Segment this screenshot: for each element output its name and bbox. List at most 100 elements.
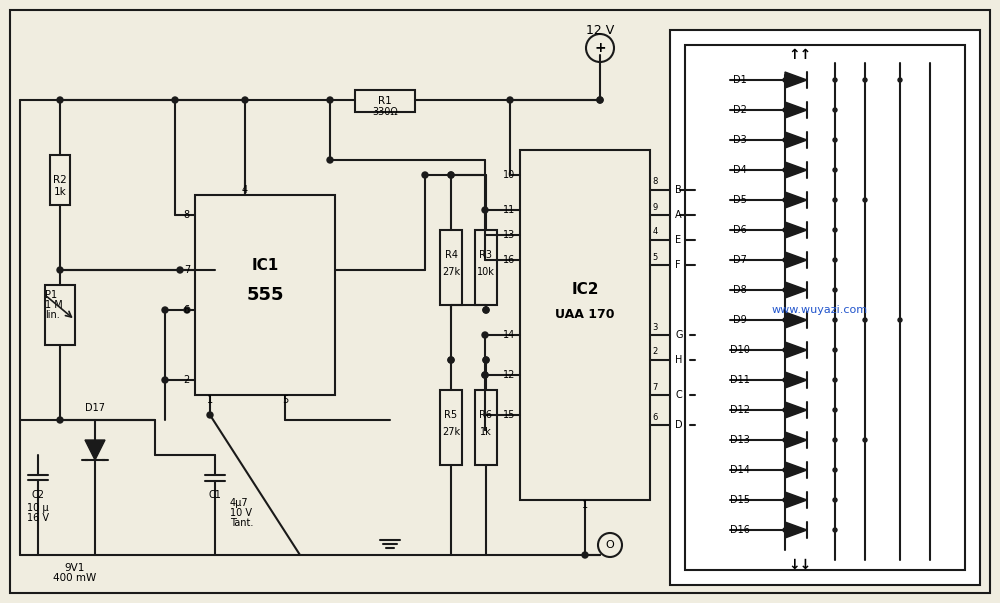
Text: G: G [675,330,682,340]
Polygon shape [785,192,807,208]
Polygon shape [785,132,807,148]
Text: C2: C2 [32,490,44,500]
Circle shape [833,438,837,442]
Polygon shape [785,492,807,508]
Circle shape [898,78,902,82]
Text: C1: C1 [209,490,221,500]
Circle shape [177,267,183,273]
Text: 14: 14 [503,330,515,340]
Text: D17: D17 [85,403,105,413]
Text: 5: 5 [652,253,658,262]
Circle shape [863,318,867,322]
Circle shape [172,97,178,103]
Circle shape [57,97,63,103]
Polygon shape [785,102,807,118]
Circle shape [783,108,787,112]
Text: D6: D6 [733,225,747,235]
Circle shape [783,78,787,82]
Circle shape [783,258,787,262]
Text: D12: D12 [730,405,750,415]
Circle shape [783,228,787,232]
Circle shape [783,438,787,442]
Text: D8: D8 [733,285,747,295]
Text: D5: D5 [733,195,747,205]
Text: 400 mW: 400 mW [53,573,97,583]
Circle shape [833,78,837,82]
Circle shape [833,108,837,112]
Bar [195,195,335,395]
Text: 13: 13 [503,230,515,240]
Circle shape [483,357,489,363]
Polygon shape [785,312,807,328]
Circle shape [57,417,63,423]
Circle shape [783,288,787,292]
Text: 2: 2 [652,347,658,356]
Text: 10k: 10k [477,267,495,277]
Text: D15: D15 [730,495,750,505]
Text: R1: R1 [378,96,392,106]
Circle shape [483,307,489,313]
Circle shape [162,377,168,383]
Text: E: E [675,235,681,245]
Text: D10: D10 [730,345,750,355]
Polygon shape [785,462,807,478]
Circle shape [598,533,622,557]
Circle shape [833,528,837,532]
Circle shape [207,412,213,418]
Text: 1k: 1k [54,187,66,197]
Circle shape [833,168,837,172]
Circle shape [242,97,248,103]
Circle shape [448,172,454,178]
Text: D7: D7 [733,255,747,265]
Polygon shape [785,72,807,88]
Circle shape [833,408,837,412]
Circle shape [833,198,837,202]
Circle shape [162,307,168,313]
Circle shape [482,232,488,238]
Circle shape [783,138,787,142]
Text: 10 μ: 10 μ [27,503,49,513]
Text: R4: R4 [444,250,458,260]
Circle shape [833,378,837,382]
Text: ↑↑: ↑↑ [788,48,812,62]
Circle shape [482,372,488,378]
Circle shape [833,318,837,322]
Text: 4μ7: 4μ7 [230,498,249,508]
Circle shape [184,307,190,313]
Text: 1: 1 [207,395,213,405]
Circle shape [833,348,837,352]
Text: A: A [675,210,682,220]
Text: 10: 10 [503,170,515,180]
Circle shape [783,378,787,382]
Text: 12 V: 12 V [586,24,614,37]
Polygon shape [785,282,807,298]
Polygon shape [85,440,105,460]
Circle shape [483,357,489,363]
Text: D13: D13 [730,435,750,445]
Text: IC2: IC2 [571,282,599,297]
Text: F: F [675,260,681,270]
Text: 9V1: 9V1 [65,563,85,573]
Polygon shape [785,162,807,178]
Bar [670,30,980,585]
Text: 1k: 1k [480,427,492,437]
Text: 7: 7 [184,265,190,275]
Text: Tant.: Tant. [230,518,253,528]
Text: 10 V: 10 V [230,508,252,518]
Text: 11: 11 [503,205,515,215]
Text: IC1: IC1 [251,257,279,273]
Circle shape [833,288,837,292]
Circle shape [833,138,837,142]
Text: 27k: 27k [442,267,460,277]
Text: D3: D3 [733,135,747,145]
Text: 9: 9 [652,203,658,212]
Bar [45,285,75,345]
Text: D: D [675,420,683,430]
Text: ↓↓: ↓↓ [788,558,812,572]
Text: 15: 15 [503,410,515,420]
Text: D2: D2 [733,105,747,115]
Text: B: B [675,185,682,195]
Text: 6: 6 [184,305,190,315]
Text: C: C [675,390,682,400]
Circle shape [597,97,603,103]
